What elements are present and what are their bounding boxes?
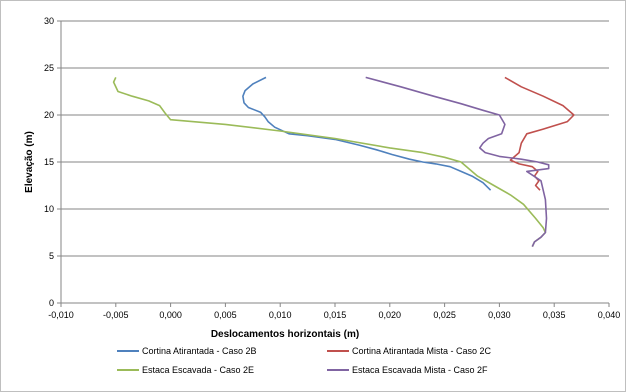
legend-label-4: Estaca Escavada Mista - Caso 2F <box>352 365 488 375</box>
y-tick-label: 0 <box>49 298 54 308</box>
legend-item-1: Cortina Atirantada - Caso 2B <box>117 346 327 356</box>
series-line-1 <box>242 76 492 191</box>
legend-swatch-1 <box>117 350 139 352</box>
legend-swatch-2 <box>327 350 349 352</box>
x-tick-label: 0,035 <box>543 310 566 320</box>
x-tick-label: 0,005 <box>214 310 237 320</box>
x-tick-label: 0,020 <box>379 310 402 320</box>
x-tick-label: 0,025 <box>433 310 456 320</box>
y-axis-title: Elevação (m) <box>24 131 35 193</box>
series-line-2 <box>504 76 575 191</box>
x-tick-label: -0,010 <box>48 310 74 320</box>
legend-swatch-3 <box>117 369 139 371</box>
series-line-3 <box>112 77 547 247</box>
y-tick-label: 30 <box>44 16 54 26</box>
legend-item-3: Estaca Escavada - Caso 2E <box>117 365 327 375</box>
x-tick-label: 0,030 <box>488 310 511 320</box>
legend-label-3: Estaca Escavada - Caso 2E <box>142 365 255 375</box>
legend: Cortina Atirantada - Caso 2B Cortina Ati… <box>117 346 537 375</box>
x-axis-title: Deslocamentos horizontais (m) <box>211 329 359 340</box>
x-tick-label: 0,040 <box>598 310 621 320</box>
x-tick-label: -0,005 <box>103 310 129 320</box>
legend-item-4: Estaca Escavada Mista - Caso 2F <box>327 365 537 375</box>
y-tick-label: 25 <box>44 63 54 73</box>
x-tick-label: 0,010 <box>269 310 292 320</box>
y-tick-label: 15 <box>44 157 54 167</box>
legend-label-2: Cortina Atirantada Mista - Caso 2C <box>352 346 492 356</box>
legend-item-2: Cortina Atirantada Mista - Caso 2C <box>327 346 537 356</box>
x-tick-label: 0,015 <box>324 310 347 320</box>
x-tick-label: 0,000 <box>159 310 182 320</box>
series-line-4 <box>365 76 550 247</box>
y-tick-label: 20 <box>44 110 54 120</box>
legend-label-1: Cortina Atirantada - Caso 2B <box>142 346 257 356</box>
y-tick-label: 10 <box>44 204 54 214</box>
legend-swatch-4 <box>327 369 349 371</box>
y-tick-label: 5 <box>49 251 54 261</box>
